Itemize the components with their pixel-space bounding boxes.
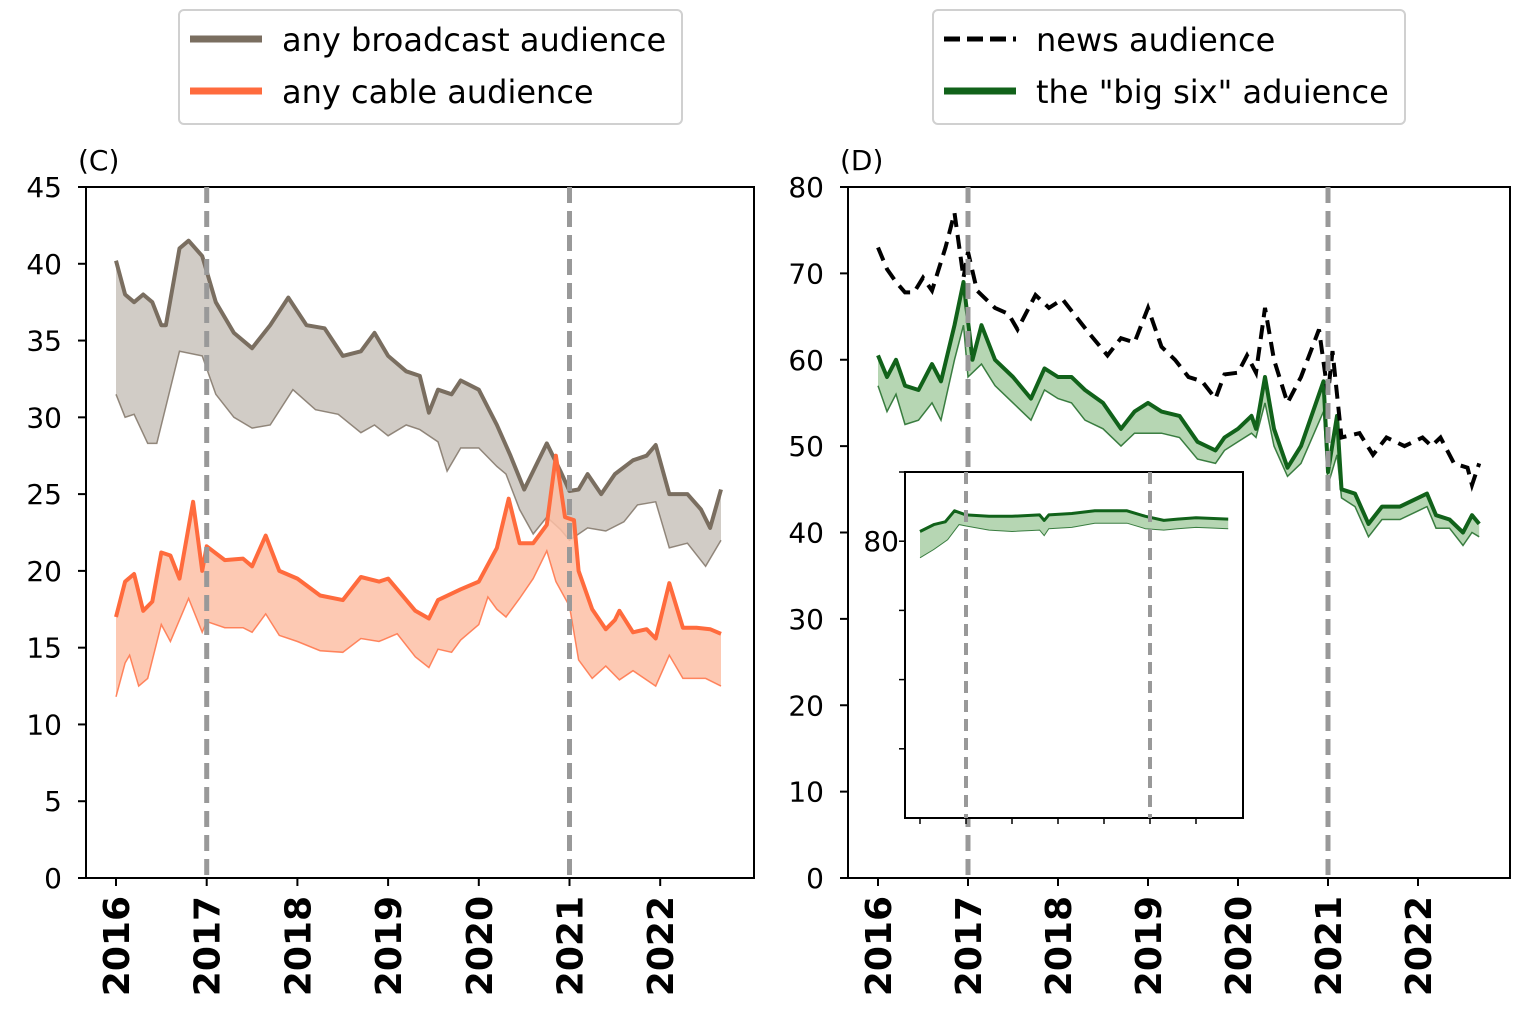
x-tick-label: 2019 bbox=[1129, 896, 1170, 996]
y-tick-label: 10 bbox=[788, 776, 824, 809]
inset-y-tick-label: 80 bbox=[863, 525, 899, 558]
legend-d: news audience the "big six" aduience bbox=[932, 9, 1406, 125]
band-upper-line bbox=[919, 509, 1229, 533]
x-tick-label: 2018 bbox=[1039, 896, 1080, 996]
inset-plot-area bbox=[904, 471, 1244, 819]
y-tick-label: 0 bbox=[44, 862, 62, 895]
y-tick-label: 5 bbox=[44, 785, 62, 818]
y-tick-label: 20 bbox=[788, 689, 824, 722]
x-tick-label: 2022 bbox=[641, 896, 682, 996]
panel-d: 0 10 20 30 40 50 60 70 80 2016 2017 2018 2019 2020 202… bbox=[788, 171, 1511, 996]
x-tick-label: 2017 bbox=[949, 896, 990, 996]
band-area bbox=[920, 510, 1229, 558]
y-tick-label: 10 bbox=[26, 708, 62, 741]
inset-chart: 80 bbox=[863, 471, 1244, 824]
legend-c: any broadcast audience any cable audienc… bbox=[178, 9, 683, 125]
band-upper-line bbox=[114, 453, 722, 641]
panel-label-d: (D) bbox=[840, 144, 883, 177]
x-tick-label: 2021 bbox=[1309, 896, 1350, 996]
band-upper-line bbox=[114, 238, 723, 530]
legend-label-big-six: the "big six" aduience bbox=[1036, 73, 1389, 111]
x-tick-label: 2022 bbox=[1399, 896, 1440, 996]
x-tick-label: 2020 bbox=[1219, 896, 1260, 996]
band-area bbox=[116, 240, 721, 567]
band-lower-line bbox=[877, 325, 1480, 547]
y-tick-label: 35 bbox=[26, 325, 62, 358]
y-tick-label: 0 bbox=[806, 862, 824, 895]
legend-frame bbox=[178, 9, 683, 125]
band-lower-line bbox=[115, 548, 722, 697]
x-tick-label: 2017 bbox=[188, 896, 229, 996]
news-audience-line bbox=[876, 212, 1482, 493]
band-upper-line bbox=[876, 280, 1481, 535]
y-tick-label: 40 bbox=[788, 517, 824, 550]
legend-label-news: news audience bbox=[1036, 21, 1275, 59]
band-lower-line bbox=[919, 522, 1229, 559]
y-tick-label: 25 bbox=[26, 478, 62, 511]
y-tick-label: 70 bbox=[788, 257, 824, 290]
y-tick-label: 15 bbox=[26, 632, 62, 665]
panel-label-c: (C) bbox=[78, 144, 119, 177]
band-area bbox=[116, 455, 721, 697]
legend-label-cable: any cable audience bbox=[282, 73, 594, 111]
legend-frame bbox=[932, 9, 1406, 125]
x-tick-label: 2016 bbox=[859, 896, 900, 996]
x-tick-label: 2020 bbox=[460, 896, 501, 996]
y-tick-label: 80 bbox=[788, 171, 824, 204]
y-tick-label: 20 bbox=[26, 555, 62, 588]
y-tick-label: 40 bbox=[26, 248, 62, 281]
y-tick-label: 45 bbox=[26, 171, 62, 204]
x-tick-label: 2016 bbox=[97, 896, 138, 996]
x-tick-label: 2021 bbox=[551, 896, 592, 996]
y-tick-label: 30 bbox=[788, 603, 824, 636]
y-tick-label: 30 bbox=[26, 401, 62, 434]
y-tick-label: 60 bbox=[788, 344, 824, 377]
y-tick-label: 50 bbox=[788, 430, 824, 463]
x-tick-label: 2018 bbox=[278, 896, 319, 996]
x-tick-label: 2019 bbox=[369, 896, 410, 996]
legend-label-broadcast: any broadcast audience bbox=[282, 21, 666, 59]
panel-c: 0 5 10 15 20 25 30 35 40 45 2016 2017 2018 2019 2020 20… bbox=[26, 171, 755, 996]
